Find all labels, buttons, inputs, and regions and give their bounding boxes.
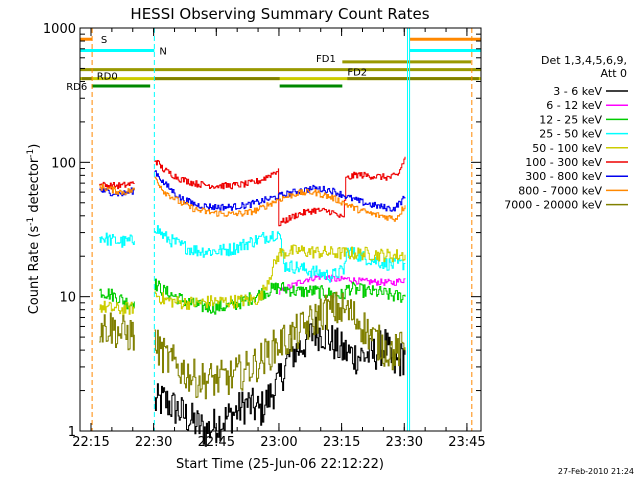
legend-label-6-12-kev: 6 - 12 keV: [546, 99, 602, 112]
legend-detector-line: Det 1,3,4,5,6,9,: [541, 54, 627, 67]
y-label-part: detector: [27, 157, 42, 217]
y-label-part: ): [27, 144, 42, 149]
y-axis-label: Count Rate (s-1 detector-1): [26, 144, 42, 315]
event-lines: [91, 28, 473, 431]
axes: 22:15 22:30 22:45 23:00 23:15 23:30 23:45 1 10 10…: [43, 22, 486, 450]
legend-label-7000-20000-kev: 7000 - 20000 keV: [504, 199, 602, 212]
x-tick-label: 22:15: [72, 435, 109, 450]
series-line-12-25-kev: [154, 278, 406, 315]
legend-attenuator-line: Att 0: [601, 67, 627, 80]
timestamp: 27-Feb-2010 21:24: [558, 467, 634, 476]
flag-label-fd2: FD2: [347, 68, 367, 79]
series-line-800-7000-kev: [99, 183, 135, 195]
series-line-100-300-kev: [154, 156, 406, 227]
x-tick-label: 23:30: [386, 435, 423, 450]
legend-label-12-25-kev: 12 - 25 keV: [539, 113, 602, 126]
series-line-300-800-kev: [154, 170, 406, 212]
y-label-exp: -1: [26, 217, 36, 226]
x-tick-label: 22:45: [198, 435, 235, 450]
y-tick-label: 10: [59, 291, 76, 306]
series-line-25-50-kev: [99, 232, 135, 248]
y-tick-label: 100: [51, 156, 76, 171]
x-tick-label: 23:15: [323, 435, 360, 450]
x-tick-label: 23:45: [448, 435, 485, 450]
flag-label-rd6: RD6: [66, 82, 87, 93]
series-line-7000-20000-kev: [154, 291, 406, 400]
y-label-part: Count Rate (s: [27, 226, 42, 315]
data-series: [99, 156, 406, 447]
series-line-50-100-kev: [99, 300, 135, 317]
legend-label-50-100-kev: 50 - 100 keV: [532, 142, 602, 155]
series-line-6-12-kev: [278, 274, 406, 295]
legend-label-800-7000-kev: 800 - 7000 keV: [518, 184, 602, 197]
x-axis-label: Start Time (25-Jun-06 22:12:22): [176, 457, 384, 472]
y-tick-label: 1000: [43, 22, 76, 37]
legend-label-25-50-kev: 25 - 50 keV: [539, 128, 602, 141]
y-tick-label: 1: [68, 425, 76, 440]
series-line-7000-20000-kev: [99, 312, 135, 351]
chart-title: HESSI Observing Summary Count Rates: [130, 5, 429, 23]
y-label-exp: -1: [26, 149, 36, 158]
series-line-100-300-kev: [99, 181, 135, 190]
legend-label-3-6-kev: 3 - 6 keV: [553, 85, 602, 98]
flag-label-fd1: FD1: [316, 54, 336, 65]
plot-frame: [79, 27, 482, 432]
x-tick-label: 22:30: [135, 435, 172, 450]
series-line-50-100-kev: [154, 244, 406, 310]
flag-labels: S N FD1 FD2 RD0 RD6: [66, 35, 367, 93]
mode-flags: [80, 37, 481, 88]
flag-label-n: N: [159, 46, 166, 57]
legend-label-300-800-kev: 300 - 800 keV: [525, 170, 602, 183]
series-line-800-7000-kev: [154, 176, 406, 222]
x-tick-label: 23:00: [260, 435, 297, 450]
legend-label-100-300-kev: 100 - 300 keV: [525, 156, 602, 169]
flag-label-s: S: [101, 35, 107, 46]
flag-label-rd0: RD0: [97, 72, 118, 83]
